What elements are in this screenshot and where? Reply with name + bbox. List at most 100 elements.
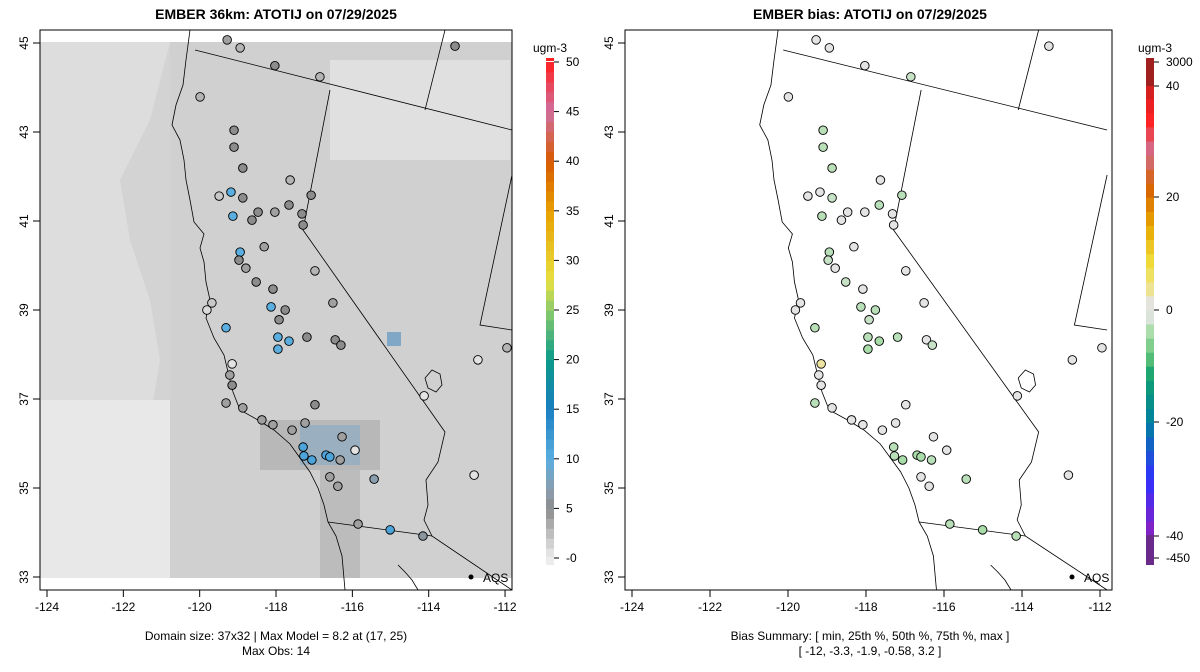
right-footer-2: [ -12, -3.3, -1.9, -0.58, 3.2 ]	[799, 644, 942, 658]
station-bias-point	[856, 302, 866, 312]
colorbar-segment	[546, 200, 554, 212]
station-bias-point	[842, 207, 853, 217]
colorbar-segment	[1146, 239, 1154, 255]
station-obs-point	[297, 209, 307, 219]
colorbar-segment	[546, 91, 554, 103]
colorbar-segment	[546, 190, 554, 202]
x-tick-label: -114	[1010, 600, 1033, 614]
station-obs-point	[325, 472, 335, 482]
station-obs-point	[330, 335, 340, 345]
station-bias-point	[790, 305, 801, 315]
colorbar-segment	[546, 548, 554, 559]
station-obs-point	[350, 445, 360, 455]
colorbar-segment	[546, 111, 554, 123]
station-obs-point	[300, 418, 310, 428]
x-tick-label: -120	[776, 600, 800, 614]
colorbar-segment	[546, 329, 554, 341]
y-tick-label: 33	[17, 570, 31, 584]
station-obs-point	[310, 266, 320, 276]
colorbar-segment	[546, 151, 554, 162]
station-bias-point	[827, 193, 837, 203]
station-obs-point	[333, 481, 343, 491]
station-obs-point	[268, 284, 278, 294]
station-obs-point	[298, 220, 308, 230]
colorbar-segment	[546, 349, 554, 361]
colorbar-segment	[1146, 450, 1154, 466]
station-bias-point	[945, 519, 955, 529]
station-obs-point	[238, 163, 248, 173]
station-bias-point	[830, 263, 840, 273]
colorbar-segment	[546, 557, 554, 565]
aqs-legend-dot	[468, 574, 474, 580]
x-tick-label: -124	[35, 600, 59, 614]
station-bias-point	[824, 43, 835, 53]
colorbar-segment	[546, 181, 554, 192]
colorbar-segment	[1146, 478, 1154, 494]
x-tick-label: -122	[111, 600, 135, 614]
colorbar-segment	[546, 438, 554, 450]
colorbar-tick-label: 10	[566, 452, 580, 466]
colorbar-tick-label: 20	[566, 353, 580, 367]
station-obs-point	[306, 190, 316, 200]
colorbar-segment	[546, 300, 554, 311]
colorbar-segment	[546, 310, 554, 321]
left-footer-1: Domain size: 37x32 | Max Model = 8.2 at …	[145, 629, 407, 643]
station-obs-point	[225, 370, 235, 380]
colorbar-segment	[1146, 225, 1154, 241]
x-tick-label: -124	[620, 600, 644, 614]
y-tick-label: 35	[602, 481, 616, 495]
station-bias-point	[901, 266, 911, 276]
station-obs-point	[221, 323, 231, 333]
colorbar-tick-label: 40	[566, 154, 580, 168]
right-plot-frame	[624, 29, 1113, 591]
colorbar-tick-label: 0	[1166, 303, 1173, 317]
y-tick-label: 37	[17, 392, 31, 406]
colorbar-segment	[1146, 394, 1154, 409]
colorbar-segment	[546, 58, 554, 61]
colorbar-segment	[1146, 338, 1154, 353]
station-obs-point	[234, 255, 244, 265]
ocean-cells-light	[40, 400, 170, 578]
left-title: EMBER 36km: ATOTIJ on 07/29/2025	[155, 6, 397, 22]
station-obs-point	[259, 242, 269, 252]
station-obs-point	[328, 298, 338, 308]
station-obs-point	[238, 403, 248, 413]
station-bias-point	[860, 207, 870, 217]
station-obs-point	[335, 455, 345, 465]
colorbar-segment	[546, 71, 554, 83]
station-obs-point	[310, 400, 320, 410]
station-bias-point	[858, 284, 868, 294]
station-bias-point	[897, 455, 908, 465]
station-obs-point	[302, 332, 312, 342]
y-tick-label: 41	[602, 214, 616, 228]
x-tick-label: -116	[932, 600, 955, 614]
station-bias-point	[823, 255, 833, 265]
station-bias-point	[863, 332, 873, 342]
colorbar-segment	[546, 62, 554, 73]
right-colorbar-label: ugm-3	[1138, 41, 1172, 55]
station-bias-point	[927, 340, 938, 350]
colorbar-segment	[546, 379, 554, 390]
station-bias-point	[887, 209, 898, 219]
station-obs-point	[298, 442, 308, 452]
station-bias-point	[874, 336, 885, 346]
colorbar-segment	[1146, 155, 1154, 170]
station-bias-point	[849, 242, 859, 252]
left-legend-label: AQS	[483, 571, 508, 585]
colorbar-segment	[1146, 98, 1154, 114]
y-tick-label: 39	[17, 303, 31, 317]
colorbar-segment	[1146, 436, 1154, 452]
left-footer-2: Max Obs: 14	[242, 644, 310, 658]
station-obs-point	[274, 315, 284, 325]
colorbar-segment	[546, 171, 554, 182]
station-bias-point	[961, 474, 971, 484]
station-obs-point	[502, 343, 512, 353]
colorbar-segment	[546, 518, 554, 529]
colorbar-segment	[546, 488, 554, 500]
station-obs-point	[222, 35, 232, 45]
station-obs-point	[251, 277, 261, 287]
station-obs-point	[270, 207, 280, 217]
colorbar-segment	[546, 528, 554, 539]
colorbar-segment	[1146, 141, 1154, 156]
station-bias-point	[836, 215, 847, 225]
